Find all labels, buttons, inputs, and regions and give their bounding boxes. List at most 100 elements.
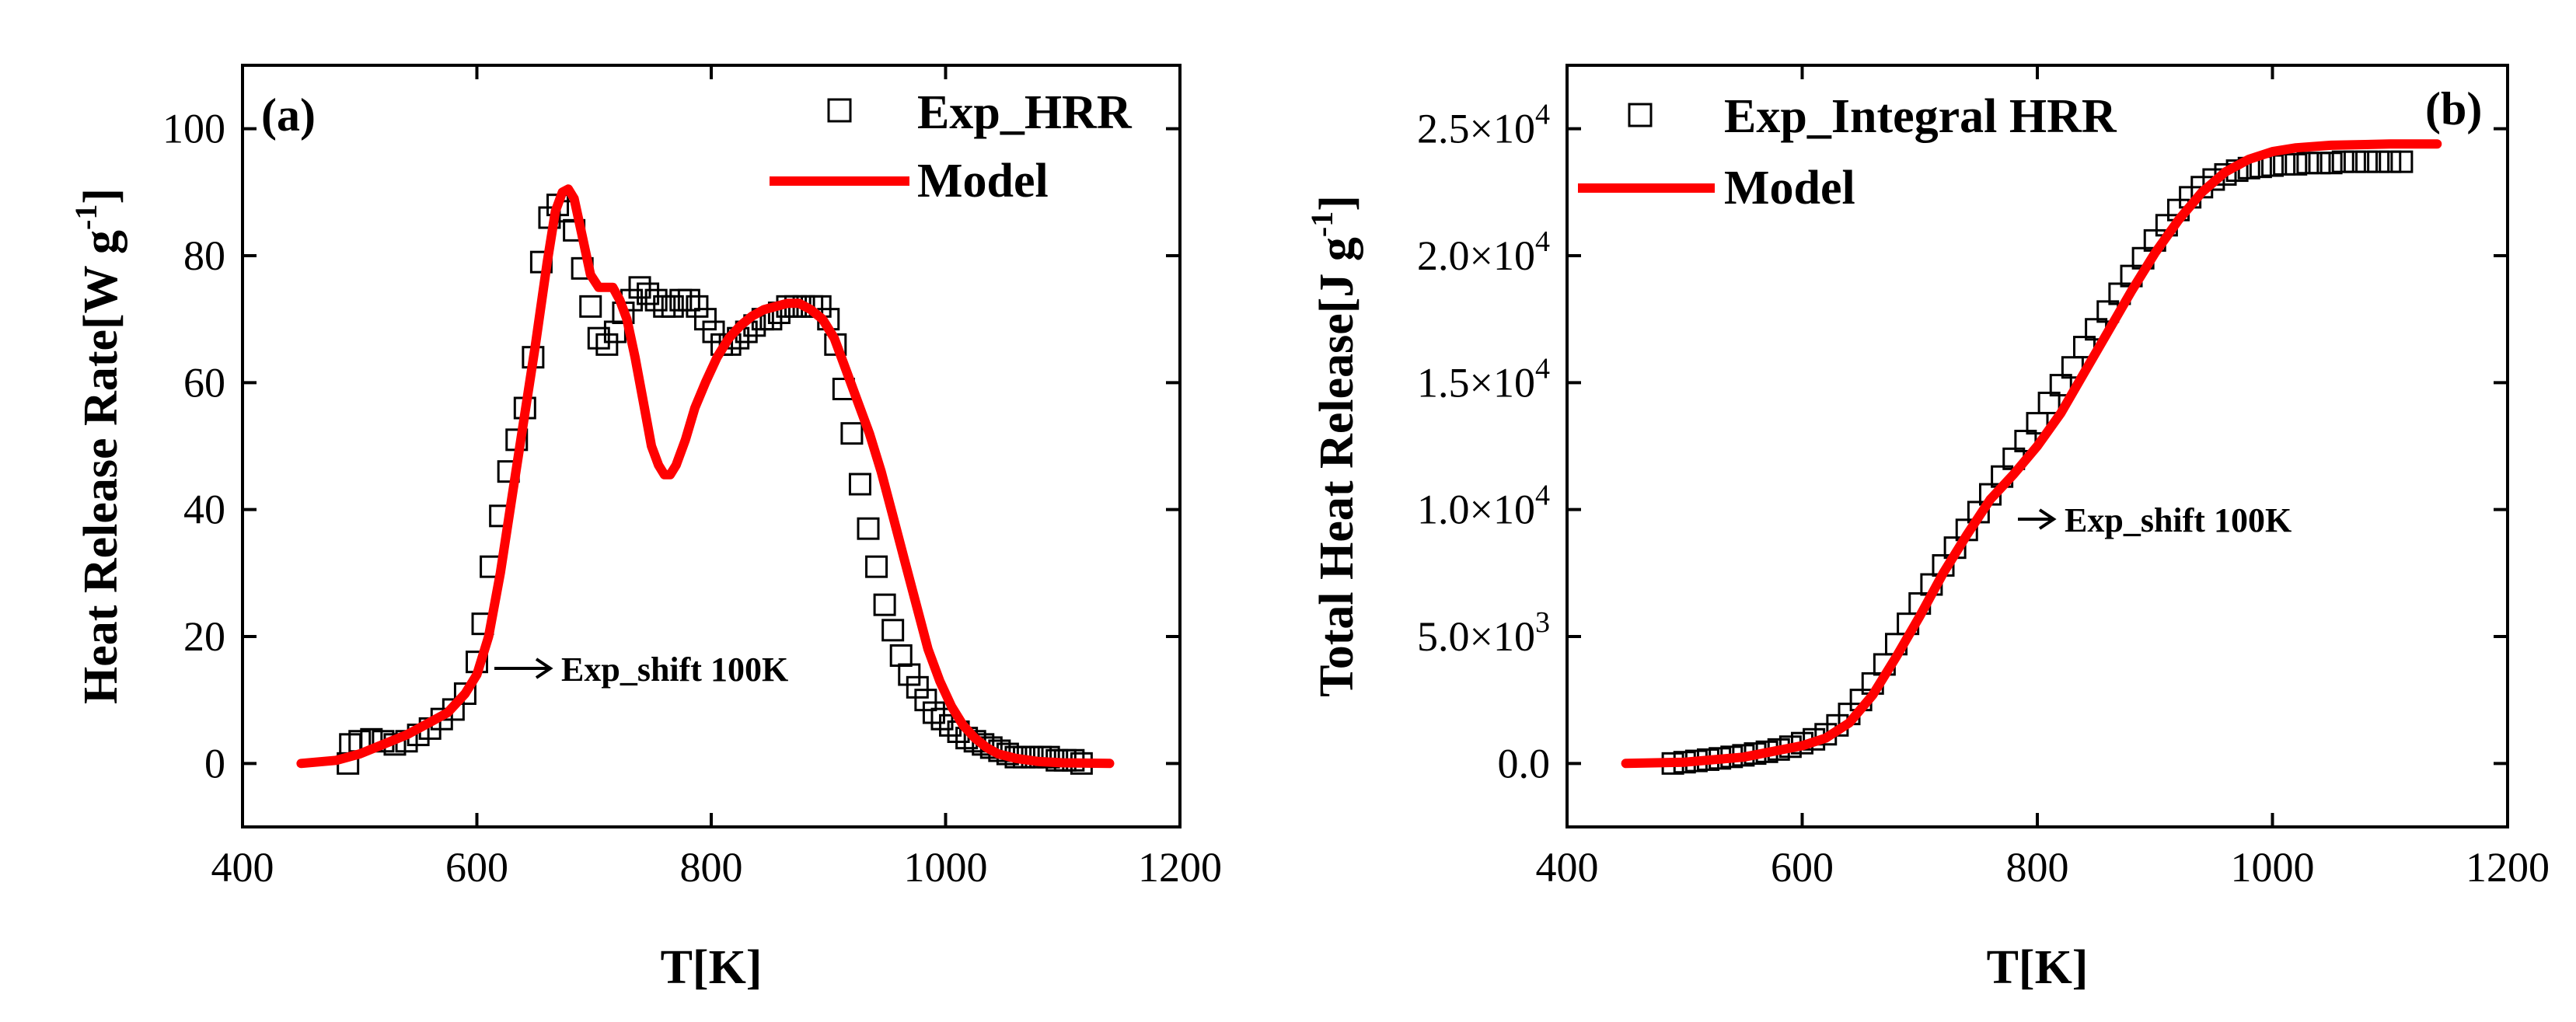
panel-a-legend: Exp_HRR Model — [770, 86, 1133, 208]
data-point-marker — [2319, 152, 2343, 175]
panel-b-ticks: 400 600 800 1000 1200 0.0 5.0×103 1.0×104 1.5×10… — [1417, 65, 2550, 891]
panel-b-y-tick-label: 2.0×104 — [1417, 225, 1550, 279]
data-point-marker — [595, 333, 619, 356]
panel-b-annotation: Exp_shift 100K — [2018, 501, 2292, 539]
data-point-marker — [702, 320, 725, 344]
data-point-marker — [579, 295, 602, 318]
data-point-marker — [686, 295, 709, 318]
data-point-marker — [898, 663, 921, 686]
data-point-marker — [628, 276, 651, 299]
panel-b-y-axis-title-exp: -1 — [1304, 211, 1339, 237]
data-point-marker — [2285, 152, 2308, 176]
panel-a-y-tick-label: 40 — [183, 487, 225, 533]
panel-a-x-tick-label: 1200 — [1138, 844, 1222, 891]
data-point-marker — [2037, 391, 2061, 414]
data-point-marker — [2026, 412, 2049, 435]
panel-b-x-tick-label: 1000 — [2231, 844, 2315, 891]
data-point-marker — [2367, 150, 2390, 173]
data-point-marker — [857, 517, 880, 540]
panel-a-y-axis-title-exp: -1 — [68, 204, 103, 230]
data-point-marker — [442, 698, 465, 721]
data-point-marker — [644, 288, 668, 312]
panel-b-y-axis-title: Total Heat Release[J g-1] — [1304, 195, 1363, 697]
panel-b-plot-content — [1621, 139, 2442, 775]
panel-a-ticks: 400 600 800 1000 1200 0 20 40 60 80 100 — [162, 65, 1222, 891]
data-point-marker — [2296, 152, 2319, 175]
panel-a-x-tick-label: 1000 — [904, 844, 988, 891]
data-point-marker — [889, 644, 913, 667]
data-point-marker — [2202, 168, 2225, 191]
legend-model-label: Model — [917, 155, 1049, 208]
data-point-marker — [677, 288, 700, 312]
data-point-marker — [2049, 374, 2072, 397]
panel-b-y-axis-title-close: ] — [1311, 195, 1363, 211]
data-point-marker — [914, 689, 937, 712]
panel-b-y-tick-label: 1.5×104 — [1417, 352, 1550, 406]
panel-a-x-tick-label: 400 — [211, 844, 274, 891]
legend-exp-hrr-label: Exp_HRR — [917, 86, 1133, 139]
panel-b-x-tick-label: 800 — [2006, 844, 2069, 891]
panel-b-total-heat-release: 400 600 800 1000 1200 0.0 5.0×103 1.0×104 1.5×10… — [1304, 64, 2550, 994]
legend-model-label: Model — [1724, 162, 1855, 215]
panel-b-series-model-line — [1621, 139, 2442, 769]
data-point-marker — [873, 593, 896, 616]
data-point-marker — [848, 473, 871, 496]
panel-b-x-axis-title: T[K] — [1987, 941, 2089, 994]
data-point-marker — [922, 701, 945, 724]
panel-b-x-tick-label: 1200 — [2466, 844, 2550, 891]
data-point-marker — [2379, 150, 2402, 173]
panel-a-y-tick-label: 100 — [162, 106, 225, 152]
panel-b-y-tick-label: 1.0×104 — [1417, 480, 1550, 533]
data-point-marker — [840, 422, 864, 445]
panel-a-label: (a) — [261, 89, 316, 141]
data-point-marker — [2343, 150, 2366, 173]
data-point-marker — [2390, 150, 2414, 173]
panel-b-legend: Exp_Integral HRR Model — [1578, 90, 2117, 215]
data-point-marker — [2273, 152, 2296, 176]
panel-a-y-tick-label: 60 — [183, 359, 225, 406]
panel-b-x-tick-label: 400 — [1536, 844, 1599, 891]
data-point-marker — [865, 555, 888, 578]
data-point-marker — [637, 282, 660, 305]
data-point-marker — [2308, 152, 2331, 175]
legend-exp-hrr-marker — [827, 98, 852, 123]
data-point-marker — [930, 707, 954, 731]
data-point-marker — [453, 682, 476, 705]
data-point-marker — [881, 619, 905, 642]
panel-a-series-model-line — [296, 184, 1115, 769]
panel-a-x-axis-title: T[K] — [661, 941, 763, 994]
data-point-marker — [2355, 150, 2378, 173]
data-point-marker — [587, 326, 610, 350]
panel-b-y-tick-label: 2.5×104 — [1417, 99, 1550, 152]
panel-a-heat-release-rate: 400 600 800 1000 1200 0 20 40 60 80 100 (a) Exp_HR… — [68, 64, 1222, 994]
panel-a-x-tick-label: 600 — [445, 844, 508, 891]
panel-a-y-axis-title: Heat Release Rate[W g-1] — [68, 188, 127, 704]
panel-b-x-tick-label: 600 — [1771, 844, 1834, 891]
panel-a-plot-content — [296, 184, 1115, 775]
panel-b-y-tick-label: 5.0×103 — [1417, 606, 1550, 660]
data-point-marker — [693, 308, 717, 331]
panel-a-y-tick-label: 80 — [183, 232, 225, 279]
annotation-arrow-head — [2038, 508, 2057, 530]
panel-a-y-axis-title-text: Heat Release Rate[W g — [75, 230, 127, 704]
data-point-marker — [972, 733, 995, 756]
annotation-text: Exp_shift 100K — [561, 651, 788, 689]
legend-exp-integral-hrr-label: Exp_Integral HRR — [1724, 90, 2117, 143]
panel-b-y-axis-title-text: Total Heat Release[J g — [1311, 237, 1363, 697]
panel-a-x-tick-label: 800 — [680, 844, 743, 891]
data-point-marker — [2214, 162, 2237, 186]
annotation-arrow-head — [535, 657, 553, 679]
data-point-marker — [906, 675, 929, 699]
annotation-text: Exp_shift 100K — [2065, 501, 2292, 539]
data-point-marker — [2331, 150, 2354, 173]
panel-a-y-tick-label: 0 — [204, 740, 225, 787]
panel-a-y-tick-label: 20 — [183, 613, 225, 660]
data-point-marker — [661, 295, 684, 318]
panel-b-series-exp-integral-hrr — [1661, 150, 2414, 775]
panel-a-annotation: Exp_shift 100K — [494, 651, 788, 689]
panel-b-y-tick-label: 0.0 — [1498, 740, 1551, 787]
panel-b-label: (b) — [2425, 83, 2482, 134]
panel-a-y-axis-title-close: ] — [75, 188, 127, 204]
legend-exp-integral-hrr-marker — [1628, 103, 1653, 127]
